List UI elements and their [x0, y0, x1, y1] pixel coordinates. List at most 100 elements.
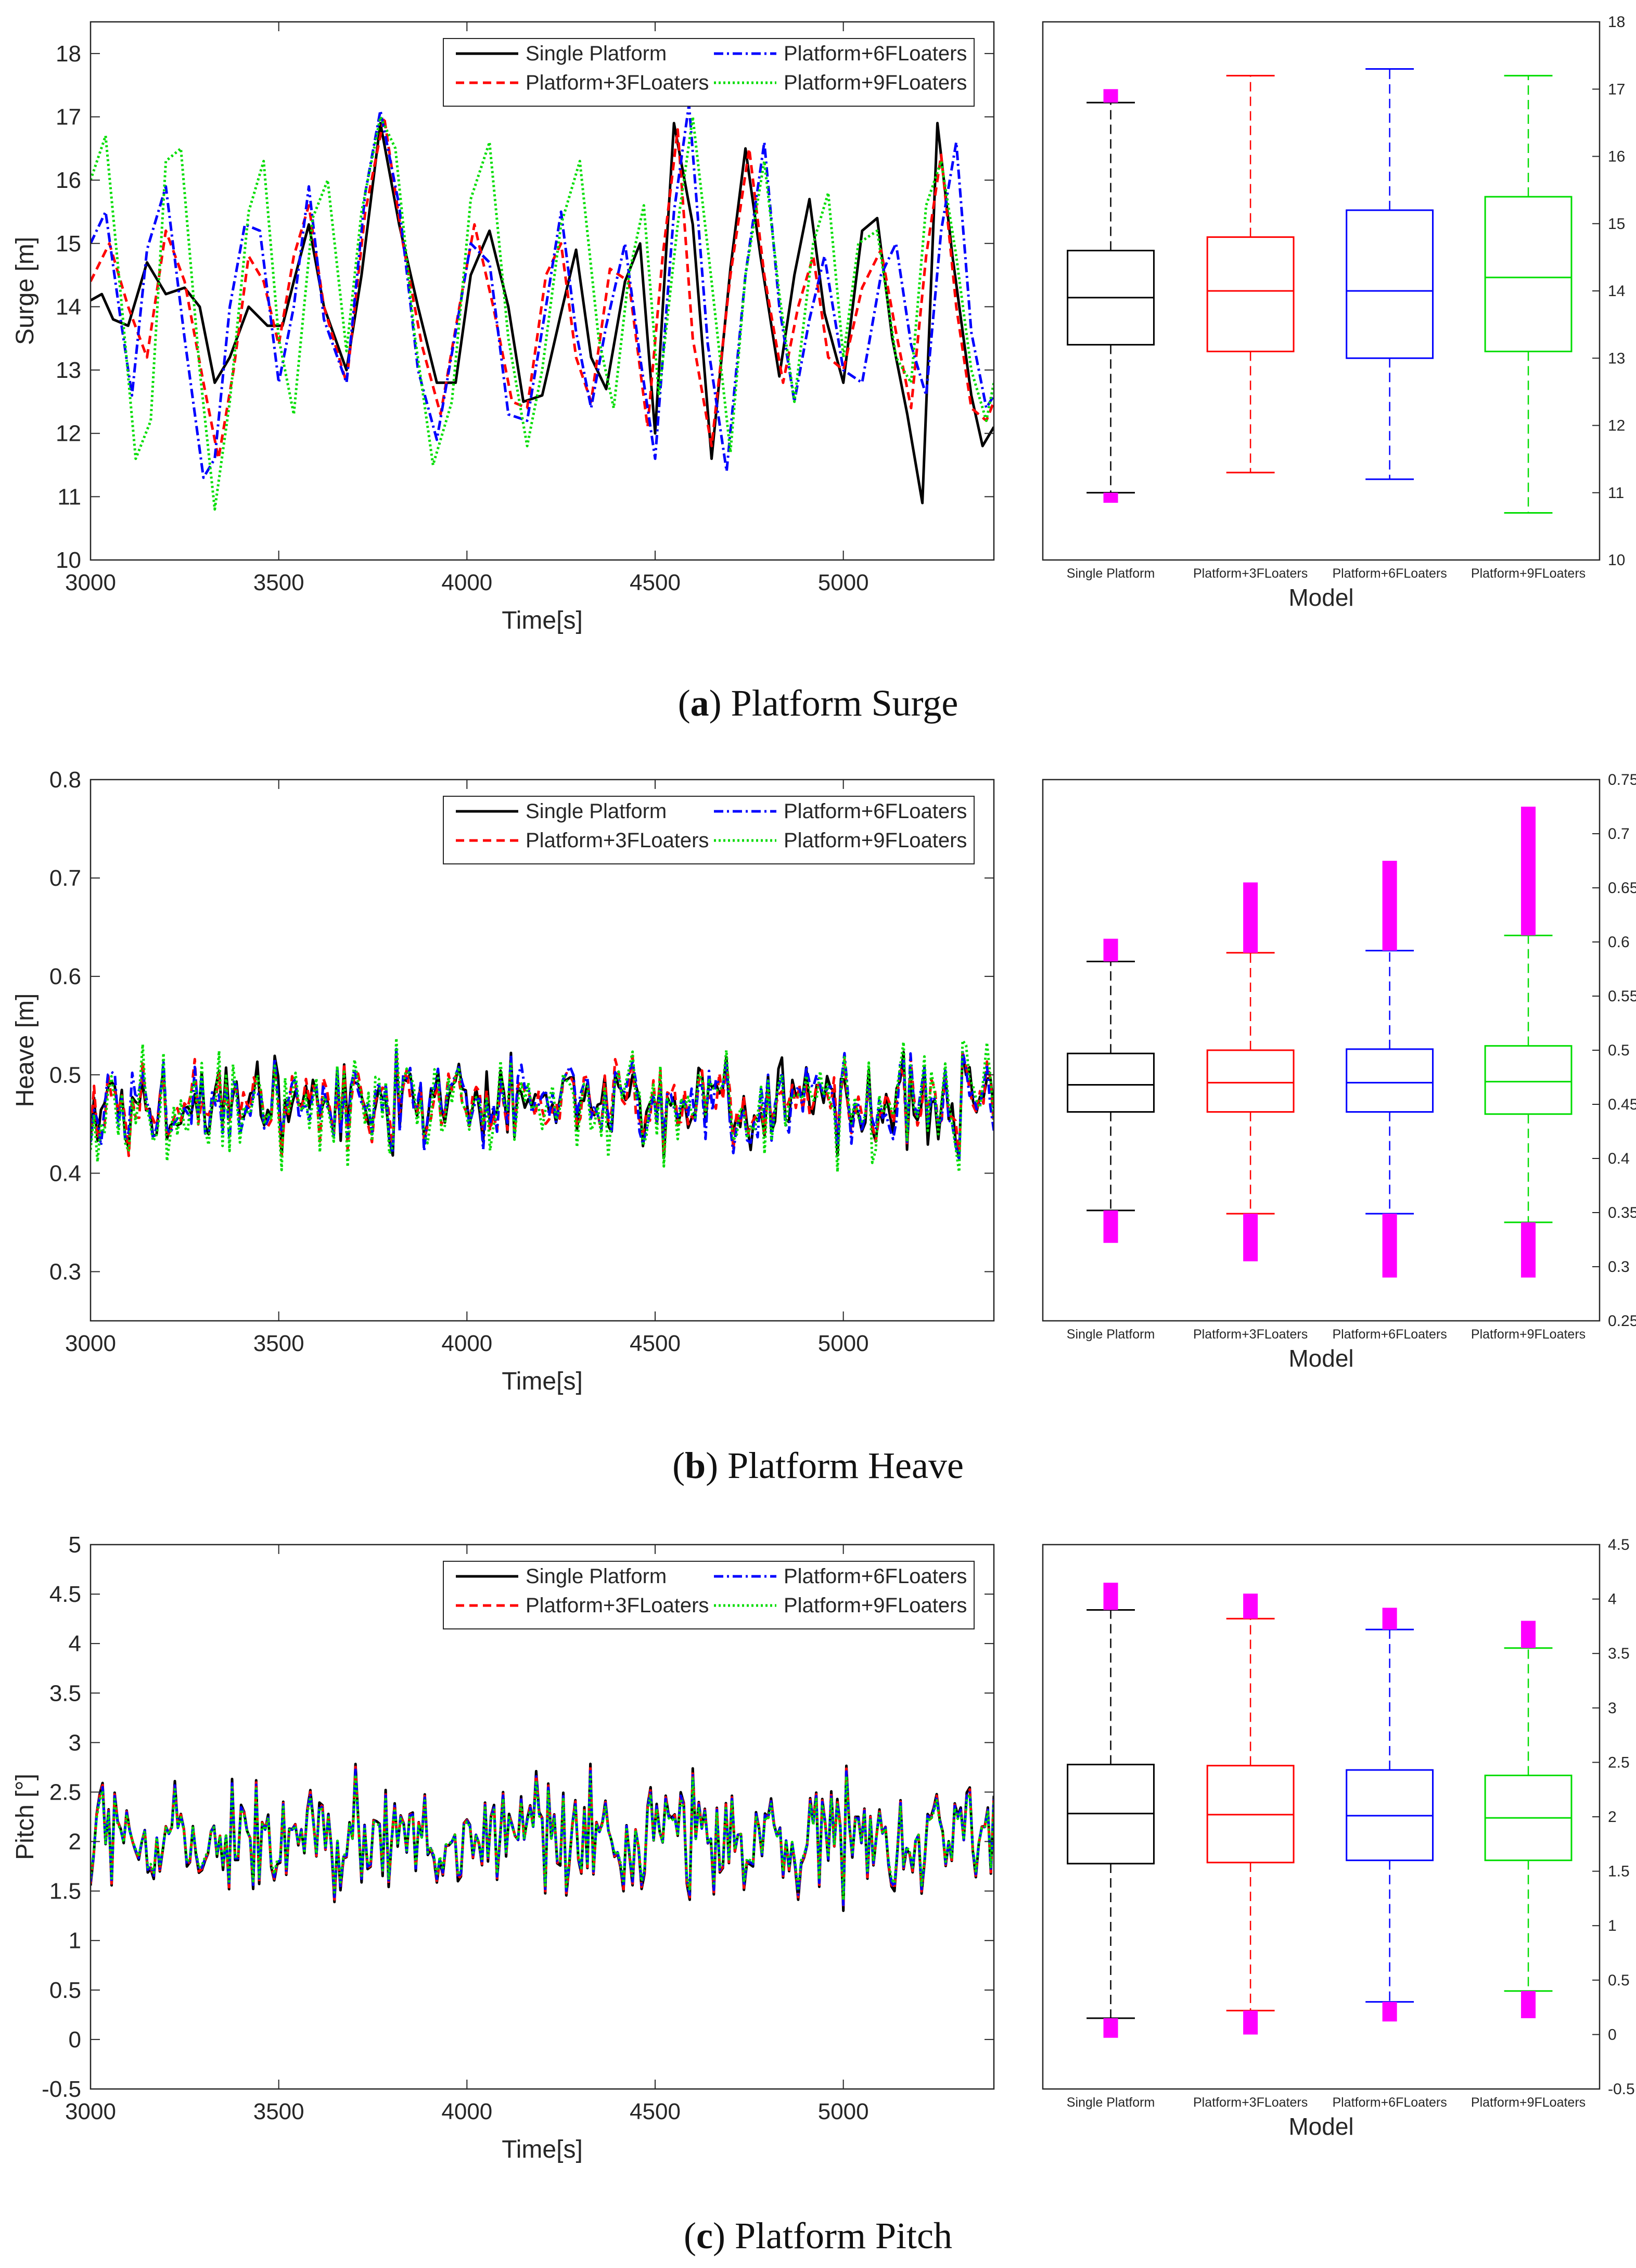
surge-legend-label: Platform+3FLoaters [526, 71, 709, 94]
pitch-box-ytick-label: 1.5 [1608, 1863, 1630, 1880]
pitch-box-outliers-hi [1382, 1608, 1397, 1630]
surge-xtick-label: 4000 [441, 570, 492, 595]
pitch-box-ytick-label: 4 [1608, 1591, 1617, 1608]
heave-line-chart: 3000 3500 4000 4500 5000 0.3 0.4 0.5 0.6 0.7 0.8 Ti… [11, 767, 995, 1395]
caption-letter: b [685, 1445, 706, 1486]
heave-box-4 [1484, 807, 1573, 1278]
heave-series-f6 [91, 1048, 994, 1162]
pitch-ytick-label: 4.5 [49, 1582, 81, 1607]
pitch-ytick-label: 1.5 [49, 1879, 81, 1904]
pitch-axes-frame [90, 1544, 995, 2090]
caption-letter: a [691, 682, 709, 724]
heave-box-outliers-hi [1521, 807, 1536, 936]
pitch-ytick-label: 0 [69, 2027, 81, 2053]
heave-legend-label: Single Platform [526, 800, 667, 823]
pitch-box-outliers-lo [1521, 1991, 1536, 2019]
surge-box-4 [1484, 74, 1573, 514]
surge-axes-frame [90, 21, 995, 561]
pitch-legend-label: Platform+3FLoaters [526, 1594, 709, 1617]
heave-plot-area [91, 780, 994, 1321]
panel-pitch: 3000 3500 4000 4500 5000 -0.5 0 0.5 1 1.5 2 2.5 3 3.5… [11, 1532, 1635, 2257]
heave-box-ytick-label: 0.4 [1608, 1150, 1630, 1167]
caption-letter: c [696, 2215, 713, 2257]
surge-line-chart: 3000 3500 4000 4500 5000 10 11 12 13 14 15 16 17 18 Ti… [11, 21, 995, 634]
surge-box-ytick-label: 11 [1608, 485, 1624, 502]
heave-xtick-label: 3500 [253, 1331, 304, 1356]
caption-paren-open: ( [672, 1445, 685, 1486]
heave-box-frame [1042, 779, 1601, 1322]
pitch-ytick-label: 5 [69, 1532, 81, 1558]
surge-series-f6 [91, 103, 994, 479]
panel-surge: 3000 3500 4000 4500 5000 10 11 12 13 14 15 16 17 18 Ti… [11, 14, 1625, 724]
caption-paren-open: ( [678, 682, 691, 724]
pitch-ytick-label: 4 [69, 1631, 81, 1657]
heave-axes-frame [90, 779, 995, 1322]
surge-ytick-label: 11 [57, 484, 81, 509]
pitch-box-ytick-label: 1 [1608, 1917, 1617, 1934]
surge-xlabel: Time[s] [502, 607, 583, 634]
heave-legend-box [443, 796, 975, 864]
surge-box-ytick-label: 16 [1608, 148, 1625, 165]
caption-text: ) Platform Surge [709, 682, 958, 724]
heave-ytick-label: 0.5 [49, 1062, 81, 1088]
heave-box-iqr [1484, 1045, 1573, 1115]
heave-box-outliers-lo [1521, 1222, 1536, 1278]
pitch-ytick-label: 3.5 [49, 1680, 81, 1706]
pitch-box-ytick-label: 0.5 [1608, 1972, 1630, 1989]
pitch-legend: Single Platform Platform+3FLoaters Platfor… [443, 1561, 975, 1629]
surge-box-category-label: Single Platform [1067, 566, 1155, 581]
surge-box-category-label: Platform+3FLoaters [1193, 566, 1308, 581]
heave-box-chart: 0.25 0.3 0.35 0.4 0.45 0.5 0.55 0.6 0.65 0.7 0.75 S… [1042, 771, 1636, 1372]
surge-box-xlabel: Model [1288, 584, 1353, 611]
pitch-box-outliers-lo [1243, 2010, 1258, 2035]
surge-ytick-label: 15 [56, 231, 81, 257]
pitch-box-3 [1346, 1608, 1434, 2022]
heave-box-ytick-label: 0.3 [1608, 1258, 1630, 1276]
heave-box-ytick-label: 0.75 [1608, 771, 1636, 788]
pitch-box-ytick-label: 3.5 [1608, 1645, 1630, 1662]
heave-box-ytick-label: 0.55 [1608, 988, 1636, 1005]
pitch-xtick-label: 4000 [441, 2099, 492, 2124]
pitch-caption: (c) Platform Pitch [684, 2215, 952, 2257]
heave-box-ytick-label: 0.5 [1608, 1042, 1630, 1059]
surge-xtick-label: 5000 [818, 570, 869, 595]
surge-box-ytick-label: 17 [1608, 81, 1625, 98]
surge-legend-label: Platform+6FLoaters [784, 42, 967, 65]
pitch-box-ytick-label: 2 [1608, 1808, 1617, 1826]
heave-box-3 [1346, 861, 1434, 1278]
surge-series-single [91, 122, 994, 504]
surge-box-3 [1346, 68, 1434, 480]
pitch-box-1 [1067, 1583, 1155, 2038]
caption-paren-open: ( [684, 2215, 696, 2257]
panel-heave: 3000 3500 4000 4500 5000 0.3 0.4 0.5 0.6 0.7 0.8 Ti… [11, 767, 1636, 1486]
surge-box-frame [1042, 21, 1601, 561]
surge-legend: Single Platform Platform+3FLoaters Platfor… [443, 38, 975, 107]
surge-ytick-label: 12 [56, 421, 81, 447]
surge-xtick-label: 3000 [65, 570, 116, 595]
heave-ytick-label: 0.8 [49, 767, 81, 793]
heave-xtick-label: 4500 [630, 1331, 681, 1356]
heave-box-category-label: Single Platform [1067, 1327, 1155, 1342]
pitch-ytick-label: 1 [69, 1928, 81, 1954]
heave-box-category-label: Platform+3FLoaters [1193, 1327, 1308, 1342]
heave-box-category-label: Platform+9FLoaters [1471, 1327, 1586, 1342]
surge-series-f3 [91, 116, 994, 460]
surge-ytick-label: 14 [56, 294, 81, 320]
heave-box-outliers-lo [1243, 1214, 1258, 1262]
surge-xtick-label: 4500 [630, 570, 681, 595]
surge-box-ytick-label: 13 [1608, 350, 1625, 367]
heave-box-2 [1206, 882, 1295, 1262]
heave-box-ytick-label: 0.65 [1608, 880, 1636, 897]
surge-legend-label: Single Platform [526, 42, 667, 65]
heave-box-iqr [1206, 1049, 1295, 1113]
pitch-box-category-label: Platform+3FLoaters [1193, 2095, 1308, 2110]
heave-xlabel: Time[s] [502, 1368, 583, 1395]
surge-box-ytick-label: 12 [1608, 417, 1625, 435]
pitch-legend-label: Single Platform [526, 1565, 667, 1588]
pitch-box-outliers-hi [1103, 1583, 1118, 1610]
pitch-box-chart: -0.5 0 0.5 1 1.5 2 2.5 3 3.5 4 4.5 Single Platform P… [1042, 1536, 1635, 2140]
surge-box-ytick-label: 18 [1608, 14, 1625, 31]
pitch-xtick-label: 5000 [818, 2099, 869, 2124]
surge-ytick-label: 18 [56, 41, 81, 67]
